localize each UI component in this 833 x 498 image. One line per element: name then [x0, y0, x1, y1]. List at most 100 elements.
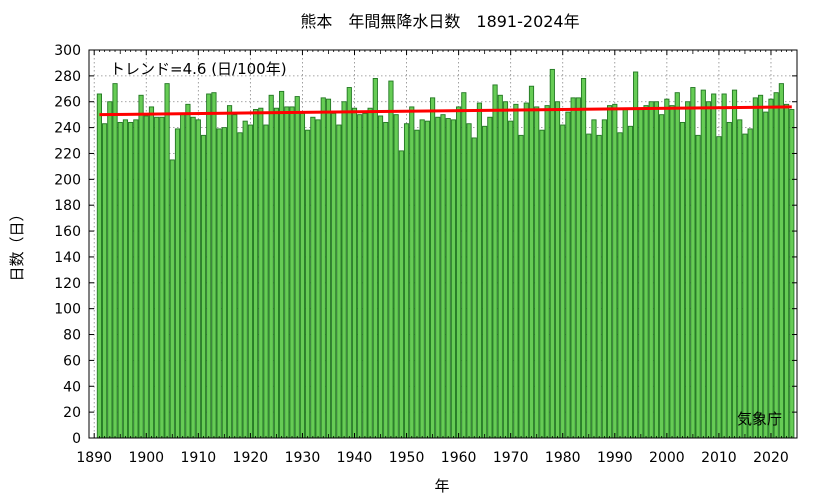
- bar: [466, 123, 472, 439]
- bar: [789, 109, 795, 439]
- bar: [502, 101, 509, 439]
- bar: [445, 118, 451, 439]
- y-tick-label: 260: [54, 95, 81, 111]
- x-tick-labels: 1890 1900 1910 1920 1930 1940 1950 1960 1970 1980…: [76, 450, 788, 466]
- bar: [315, 119, 321, 439]
- bar: [430, 97, 436, 439]
- bar: [778, 83, 784, 439]
- bar: [513, 103, 519, 439]
- bar: [487, 116, 493, 439]
- y-tick-label: 240: [54, 121, 81, 137]
- bar: [450, 119, 456, 439]
- bar: [476, 102, 483, 439]
- bar: [580, 78, 587, 439]
- bar: [633, 71, 639, 439]
- bar: [690, 87, 696, 439]
- bar: [169, 159, 175, 439]
- bar: [419, 119, 425, 439]
- bar: [523, 102, 529, 439]
- bar: [200, 134, 207, 439]
- bar: [273, 107, 279, 439]
- bar: [341, 101, 347, 439]
- bar: [721, 93, 727, 439]
- bar: [627, 125, 633, 439]
- bar: [773, 92, 779, 439]
- bar: [263, 124, 269, 439]
- y-tick-label: 20: [63, 405, 81, 421]
- bar: [716, 136, 722, 439]
- bar: [711, 93, 717, 439]
- bar: [346, 87, 352, 439]
- bar: [638, 107, 644, 439]
- y-tick-label: 300: [54, 43, 81, 59]
- bar: [190, 116, 196, 439]
- bar: [414, 129, 420, 439]
- x-tick-label: 1910: [181, 450, 217, 466]
- x-axis-title: 年: [434, 477, 449, 495]
- bar: [351, 107, 358, 439]
- bar: [320, 97, 326, 439]
- chart-title: 熊本 年間無降水日数 1891-2024年: [300, 12, 579, 31]
- bar: [211, 92, 217, 439]
- x-tick-label: 2000: [649, 450, 685, 466]
- bar: [565, 111, 571, 439]
- bar: [367, 107, 373, 439]
- bar: [279, 90, 285, 439]
- bar: [575, 97, 581, 439]
- bar: [96, 93, 102, 439]
- bar: [705, 101, 712, 439]
- x-tick-label: 1960: [441, 450, 477, 466]
- bar: [617, 132, 623, 439]
- y-tick-label: 100: [54, 302, 81, 318]
- bar: [607, 105, 613, 439]
- bar: [669, 105, 675, 439]
- bar: [518, 134, 524, 439]
- bar: [440, 114, 446, 439]
- bar: [393, 114, 399, 439]
- bar: [726, 121, 732, 439]
- bar: [331, 112, 337, 439]
- bar: [664, 98, 670, 439]
- bar: [497, 94, 503, 439]
- x-tick-label: 2010: [701, 450, 737, 466]
- bar: [596, 134, 602, 439]
- bar: [310, 116, 316, 439]
- trend-label: トレンド=4.6 (日/100年): [110, 60, 287, 78]
- bar: [122, 119, 129, 439]
- bar: [674, 92, 680, 439]
- y-tick-label: 0: [72, 431, 81, 447]
- bar: [731, 89, 738, 439]
- bar: [700, 89, 706, 439]
- bar: [528, 85, 535, 439]
- bar: [586, 133, 592, 439]
- x-tick-label: 1990: [597, 450, 633, 466]
- y-axis-title: 日数（日）: [8, 206, 26, 281]
- bar: [362, 112, 368, 439]
- bar: [685, 101, 691, 439]
- bar: [289, 106, 295, 439]
- bar: [180, 112, 186, 439]
- bar: [601, 119, 607, 439]
- bar: [372, 78, 378, 439]
- bar: [237, 132, 243, 439]
- bar: [653, 101, 660, 439]
- bar: [591, 119, 597, 439]
- bar: [549, 68, 555, 439]
- bar: [560, 124, 566, 439]
- bar: [471, 137, 477, 439]
- bar: [482, 125, 488, 439]
- bar: [226, 105, 233, 439]
- bar: [539, 129, 545, 439]
- bar: [336, 124, 342, 439]
- bar: [216, 128, 222, 439]
- bar: [284, 106, 290, 439]
- bar: [742, 133, 748, 439]
- x-tick-label: 1930: [285, 450, 321, 466]
- bar: [424, 120, 430, 439]
- bar: [544, 105, 550, 439]
- y-tick-label: 220: [54, 146, 81, 162]
- bar: [159, 116, 165, 439]
- source-label: 気象庁: [737, 410, 782, 428]
- bar: [299, 112, 306, 439]
